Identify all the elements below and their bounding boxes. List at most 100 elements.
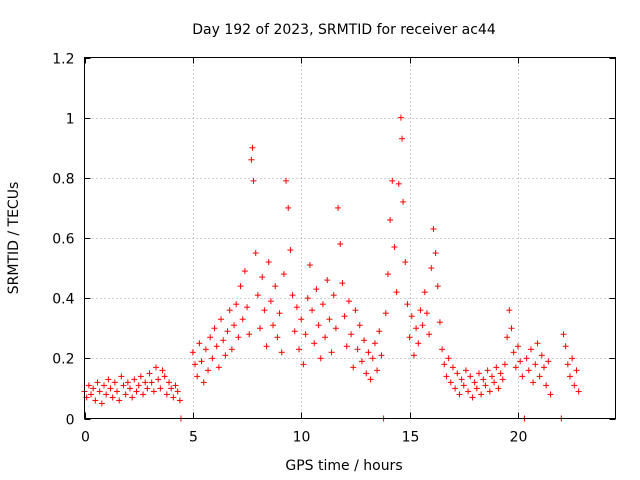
data-point <box>257 325 264 332</box>
data-point <box>540 364 547 371</box>
data-point <box>361 337 368 344</box>
data-point <box>384 271 391 278</box>
data-point <box>376 328 383 335</box>
y-tick-label: 0.4 <box>52 292 74 308</box>
data-point <box>317 355 324 362</box>
data-point <box>378 352 385 359</box>
data-point <box>127 385 134 392</box>
data-point <box>562 343 569 350</box>
data-point <box>168 385 175 392</box>
data-point <box>118 373 125 380</box>
data-point <box>218 316 225 323</box>
data-point <box>430 225 437 232</box>
data-point <box>478 391 485 398</box>
data-point <box>456 391 463 398</box>
data-point <box>280 271 287 278</box>
data-point <box>564 361 571 368</box>
data-point <box>391 244 398 251</box>
data-point <box>114 388 121 395</box>
data-point <box>369 355 376 362</box>
data-point <box>122 391 129 398</box>
data-point <box>356 322 363 329</box>
data-point <box>397 114 404 121</box>
chart-title: Day 192 of 2023, SRMTID for receiver ac4… <box>192 22 496 38</box>
data-point <box>155 376 162 383</box>
data-point <box>428 265 435 272</box>
data-point <box>239 316 246 323</box>
data-point <box>523 355 530 362</box>
data-point <box>287 247 294 254</box>
data-point <box>491 379 498 386</box>
data-point <box>248 156 255 163</box>
data-point <box>525 367 532 374</box>
data-point <box>501 361 508 368</box>
data-point <box>172 382 179 389</box>
data-point <box>265 259 272 266</box>
data-point <box>421 289 428 296</box>
data-point <box>133 388 140 395</box>
data-point <box>402 259 409 266</box>
data-point <box>296 346 303 353</box>
data-point <box>311 340 318 347</box>
data-point <box>532 361 539 368</box>
data-point <box>417 307 424 314</box>
data-point <box>335 204 342 211</box>
data-point <box>249 144 256 151</box>
data-point <box>387 216 394 223</box>
data-point <box>426 331 433 338</box>
data-point <box>202 346 209 353</box>
data-point <box>250 177 257 184</box>
data-point <box>365 349 372 356</box>
data-point <box>471 379 478 386</box>
data-point <box>140 391 147 398</box>
data-point <box>473 385 480 392</box>
data-point <box>382 310 389 317</box>
data-point <box>343 343 350 350</box>
data-point <box>352 307 359 314</box>
data-point <box>354 346 361 353</box>
data-point <box>289 292 296 299</box>
data-point <box>508 325 515 332</box>
data-point <box>209 355 216 362</box>
data-point <box>436 319 443 326</box>
data-point <box>107 385 114 392</box>
data-point <box>85 382 92 389</box>
data-point <box>341 313 348 320</box>
data-point <box>98 400 105 407</box>
data-point <box>358 358 365 365</box>
data-point <box>146 370 153 377</box>
y-tick-label: 0.6 <box>52 232 74 248</box>
data-point <box>109 394 116 401</box>
x-tick-label: 10 <box>293 430 311 446</box>
data-point <box>504 334 511 341</box>
data-point <box>233 301 240 308</box>
data-point <box>124 379 131 386</box>
data-point <box>237 283 244 290</box>
data-point <box>439 346 446 353</box>
data-point <box>543 382 550 389</box>
data-point <box>116 397 123 404</box>
data-point <box>90 385 97 392</box>
data-point <box>452 385 459 392</box>
data-point <box>449 364 456 371</box>
data-point <box>103 391 110 398</box>
x-tick-label: 5 <box>189 430 198 446</box>
data-point <box>330 292 337 299</box>
data-point <box>153 364 160 371</box>
data-point <box>514 343 521 350</box>
data-point <box>319 301 326 308</box>
x-tick-label: 15 <box>402 430 420 446</box>
data-point <box>413 325 420 332</box>
data-point <box>393 289 400 296</box>
data-point <box>404 301 411 308</box>
x-tick-label: 0 <box>81 430 90 446</box>
data-point <box>462 367 469 374</box>
data-point <box>94 379 101 386</box>
data-point <box>371 340 378 347</box>
data-point <box>499 376 506 383</box>
data-point <box>205 367 212 374</box>
data-point <box>313 286 320 293</box>
data-point <box>328 349 335 356</box>
data-point <box>263 343 270 350</box>
data-point <box>408 313 415 320</box>
